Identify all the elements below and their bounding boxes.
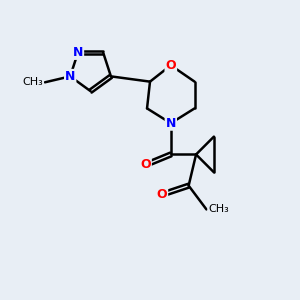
- Text: O: O: [140, 158, 151, 171]
- Text: N: N: [73, 46, 83, 59]
- Text: CH₃: CH₃: [208, 204, 229, 214]
- Text: N: N: [166, 117, 176, 130]
- Text: O: O: [166, 59, 176, 72]
- Text: O: O: [157, 188, 167, 201]
- Text: CH₃: CH₃: [23, 77, 44, 87]
- Text: N: N: [65, 70, 75, 83]
